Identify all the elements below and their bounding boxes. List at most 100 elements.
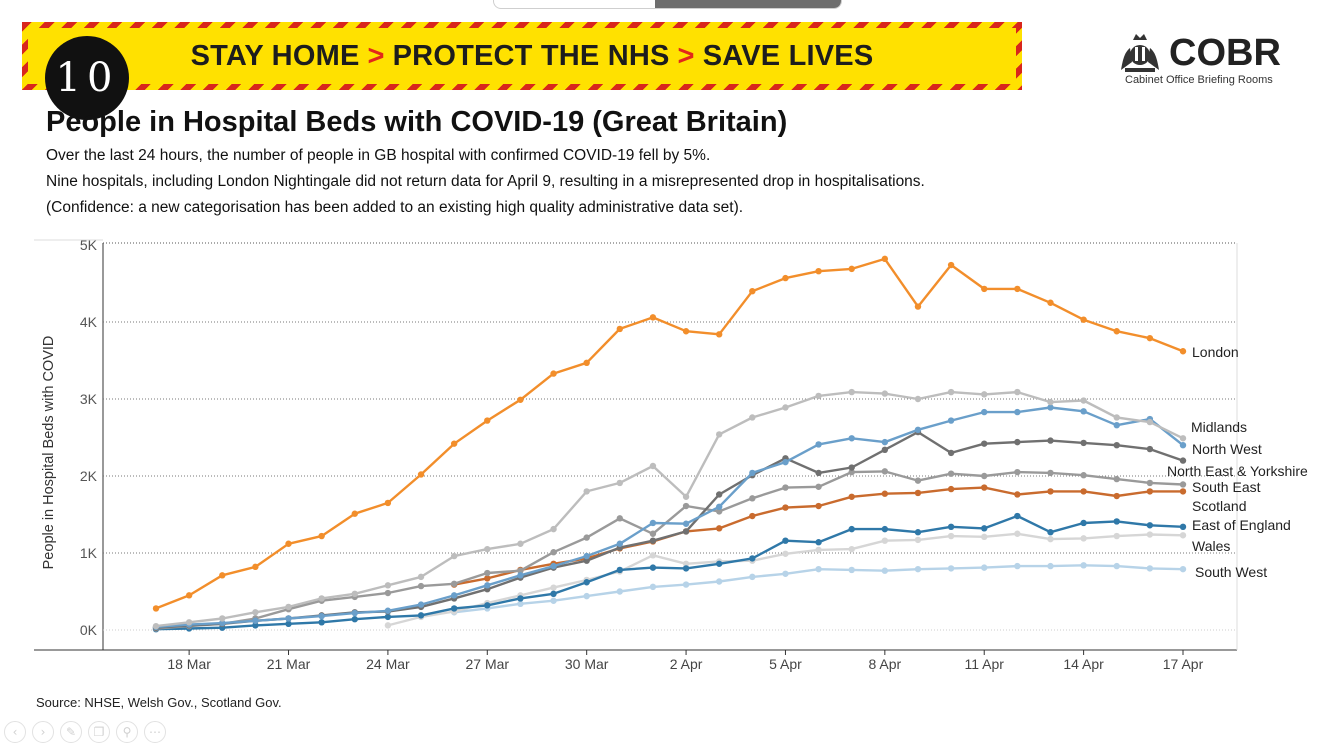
data-point-london [318, 532, 325, 540]
copy-icon[interactable]: ❐ [88, 721, 110, 743]
data-point-east-of-england [450, 605, 458, 612]
data-point-north-west [583, 552, 590, 560]
data-point-south-east [715, 508, 723, 515]
data-point-south-east [1179, 481, 1187, 488]
data-point-wales [815, 546, 822, 554]
prev-icon[interactable]: ‹ [4, 721, 26, 743]
data-point-london [881, 255, 889, 263]
data-point-scotland [1179, 488, 1187, 495]
data-point-north-west [715, 503, 723, 510]
source-note: Source: NHSE, Welsh Gov., Scotland Gov. [36, 695, 282, 710]
data-point-east-of-england [517, 595, 524, 602]
data-point-east-of-england [1179, 523, 1187, 531]
royal-crest-icon [1121, 34, 1159, 72]
logo-name: COBR [1169, 31, 1281, 74]
data-point-london [550, 370, 557, 377]
data-point-north-west [914, 426, 922, 433]
data-point-midlands [947, 388, 955, 396]
more-icon[interactable]: ⋯ [144, 721, 166, 743]
data-point-east-of-england [914, 529, 922, 536]
data-point-north-west [484, 582, 491, 589]
zoom-icon[interactable]: ⚲ [116, 721, 138, 743]
data-point-london [616, 325, 624, 333]
data-point-london [782, 274, 789, 282]
data-point-south-west [881, 567, 889, 574]
data-point-north-west [1014, 408, 1021, 416]
x-tick-label: 8 Apr [868, 656, 901, 672]
data-point-london [1080, 316, 1087, 323]
data-point-midlands [219, 615, 226, 622]
description-line-3: (Confidence: a new categorisation has be… [46, 199, 744, 216]
data-point-south-east [1014, 468, 1021, 476]
data-point-scotland [1047, 488, 1054, 495]
data-point-wales [1080, 535, 1087, 542]
data-point-north-east-yorkshire [583, 557, 590, 564]
data-point-london [384, 499, 392, 507]
slogan-part-3: SAVE LIVES [702, 39, 874, 72]
pen-icon[interactable]: ✎ [60, 721, 82, 743]
data-point-south-west [583, 592, 590, 600]
data-point-london [1113, 328, 1120, 335]
data-point-scotland [1080, 488, 1087, 495]
data-point-south-east [484, 569, 491, 577]
data-point-wales [649, 552, 657, 559]
data-point-east-of-england [881, 525, 889, 533]
data-point-london [981, 285, 988, 293]
data-point-north-west [1080, 408, 1087, 415]
data-point-south-east [517, 567, 524, 574]
data-point-scotland [749, 512, 756, 520]
series-line-south-east [155, 470, 1184, 630]
y-tick-label: 5K [80, 237, 98, 253]
data-point-scotland [881, 490, 889, 497]
series-line-london [155, 257, 1184, 610]
data-point-london [715, 331, 723, 338]
data-point-north-east-yorkshire [1146, 445, 1154, 453]
data-point-east-of-england [1014, 512, 1021, 520]
data-point-south-west [649, 583, 657, 591]
series-label-london: London [1192, 344, 1239, 360]
series-line-north-west [155, 406, 1184, 629]
data-point-scotland [848, 493, 855, 500]
data-point-london [351, 510, 358, 517]
x-tick-label: 5 Apr [769, 656, 802, 672]
y-tick-label: 1K [80, 545, 98, 561]
data-point-wales [981, 533, 988, 541]
data-point-south-east [848, 468, 855, 476]
data-point-london [649, 314, 657, 321]
data-point-london [1179, 348, 1187, 355]
data-point-south-west [848, 566, 855, 574]
data-point-london [1014, 285, 1021, 293]
data-point-midlands [981, 391, 988, 398]
data-point-north-east-yorkshire [947, 449, 955, 457]
data-point-south-east [450, 580, 458, 587]
data-point-midlands [749, 414, 756, 421]
data-point-north-east-yorkshire [1014, 438, 1021, 446]
next-icon[interactable]: › [32, 721, 54, 743]
data-point-scotland [1113, 492, 1120, 500]
data-point-scotland [782, 504, 789, 511]
data-point-east-of-england [616, 566, 624, 574]
data-point-london [517, 396, 524, 403]
series-label-wales: Wales [1192, 538, 1230, 554]
data-point-wales [1113, 532, 1120, 540]
data-point-east-of-england [1080, 519, 1087, 527]
data-point-midlands [152, 622, 160, 630]
data-point-east-of-england [550, 590, 557, 598]
data-point-london [1047, 299, 1054, 306]
data-point-south-west [947, 565, 955, 572]
data-point-north-west [417, 601, 425, 608]
data-point-south-east [749, 495, 756, 502]
data-point-north-west [517, 572, 524, 579]
x-tick-label: 30 Mar [565, 656, 609, 672]
description-line-2: Nine hospitals, including London Nightin… [46, 173, 925, 190]
data-point-scotland [484, 575, 491, 582]
data-point-midlands [351, 590, 358, 598]
data-point-wales [914, 536, 922, 544]
data-point-south-west [1113, 562, 1120, 570]
data-point-scotland [947, 485, 955, 493]
data-point-south-east [981, 472, 988, 480]
data-point-midlands [682, 493, 690, 500]
data-point-south-west [914, 565, 922, 573]
data-point-south-east [583, 534, 590, 541]
slogan-separator-2: > [677, 39, 695, 72]
